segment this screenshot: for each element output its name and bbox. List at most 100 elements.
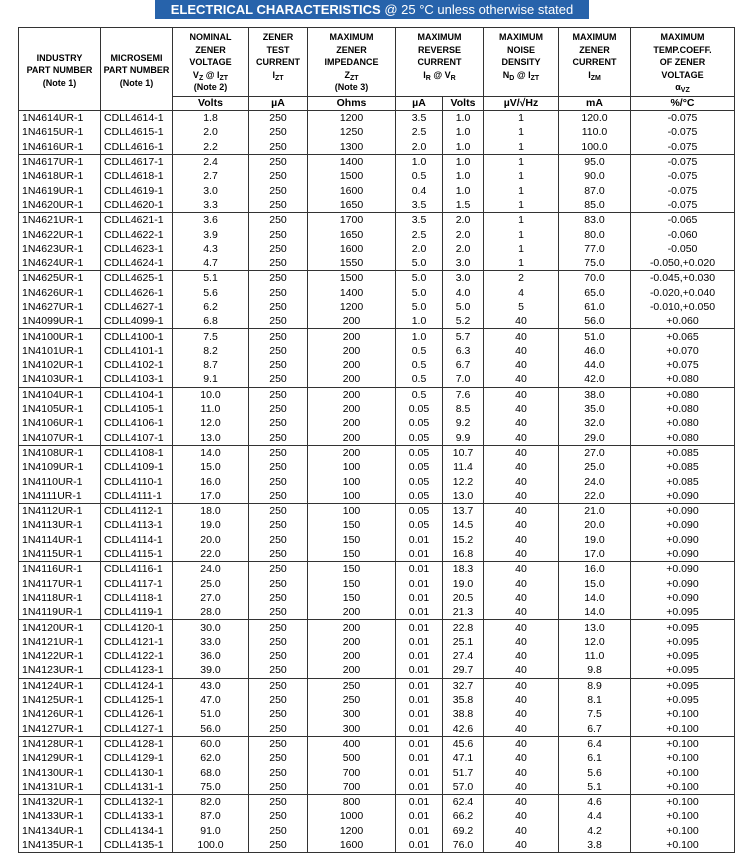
cell-value: 250 [248,358,308,373]
cell-value: 10.7 [442,444,484,461]
cell-value: 2.5 [395,125,443,140]
cell-value: 8.1 [558,692,631,708]
cell-value: 9.2 [442,416,484,431]
cell-value: 1200 [307,299,396,315]
cell-value: 5.0 [395,285,443,300]
header-subscript: R [425,74,431,82]
cell-value: 1.5 [442,197,484,213]
cell-value: 28.0 [172,605,249,620]
data-row: 1N4111UR-1 CDLL4111-1 17.0 250 100 0.05 13.0 40… [18,488,735,504]
data-row: 1N4118UR-1 CDLL4118-1 27.0 250 150 0.01 20.5 40… [18,590,735,606]
header-text: MAXIMUM [572,32,617,42]
header-line: ZENER [250,31,307,44]
header-text: VOLTAGE [189,57,232,67]
part-number: CDLL4616-1 [100,139,173,155]
cell-value: 40 [483,677,559,693]
cell-value: 150 [307,546,396,562]
cell-value: 40 [483,619,559,635]
header-text: DENSITY [501,57,541,67]
cell-value: 800 [307,793,396,810]
header-text: @ I [203,69,220,80]
cell-value: 250 [248,488,308,504]
cell-value: 2.0 [395,241,443,256]
part-number: CDLL4115-1 [100,546,173,562]
cell-value: 4 [483,285,559,300]
cell-value: 13.0 [558,619,631,635]
cell-value: 1.0 [442,183,484,198]
cell-value: +0.090 [630,532,735,547]
cell-value: 40 [483,561,559,577]
table-body: 1N4614UR-1 CDLL4614-1 1.8 250 1200 3.5 1.0 1 120… [18,110,735,853]
cell-value: 5.0 [395,299,443,315]
header-text: NOMINAL [189,32,232,42]
header-line: PART NUMBER [102,64,172,77]
part-number: CDLL4113-1 [100,518,173,533]
cell-value: 250 [248,503,308,519]
data-row: 1N4625UR-1 CDLL4625-1 5.1 250 1500 5.0 3.0 2 70.… [18,270,735,286]
cell-value: 250 [248,518,308,533]
header-text: OF ZENER [659,57,706,67]
column-header: NOMINAL ZENER VOLTAGE VZ @ IZT (Note 2) [172,27,249,97]
cell-value: 14.0 [558,590,631,606]
cell-value: 250 [248,663,308,679]
cell-value: +0.085 [630,460,735,475]
part-number: 1N4614UR-1 [18,110,101,126]
cell-value: -0.050,+0.020 [630,255,735,271]
cell-value: 1.8 [172,110,249,126]
cell-value: 5.0 [442,299,484,315]
cell-value: 1500 [307,169,396,184]
part-number: CDLL4623-1 [100,241,173,256]
cell-value: 22.0 [172,546,249,562]
cell-value: +0.065 [630,328,735,344]
cell-value: 0.01 [395,765,443,780]
data-row: 1N4622UR-1 CDLL4622-1 3.9 250 1650 2.5 2.0 1 80.… [18,227,735,242]
cell-value: 32.0 [558,416,631,431]
part-number: 1N4619UR-1 [18,183,101,198]
data-row: 1N4120UR-1 CDLL4120-1 30.0 250 200 0.01 22.8 40… [18,619,735,635]
part-number: CDLL4624-1 [100,255,173,271]
data-row: 1N4130UR-1 CDLL4130-1 68.0 250 700 0.01 51.7 40… [18,765,735,780]
cell-value: 0.01 [395,793,443,810]
cell-value: 14.0 [172,444,249,461]
cell-value: 13.7 [442,503,484,519]
cell-value: +0.095 [630,619,735,635]
data-row: 1N4112UR-1 CDLL4112-1 18.0 250 100 0.05 13.7 40… [18,503,735,519]
part-number: CDLL4127-1 [100,721,173,737]
header-text: MICROSEMI [110,52,163,63]
cell-value: 250 [248,372,308,388]
cell-value: 200 [307,430,396,446]
part-number: CDLL4102-1 [100,358,173,373]
cell-value: 1 [483,153,559,170]
cell-value: 17.0 [172,488,249,504]
cell-value: 250 [307,677,396,693]
cell-value: 0.01 [395,823,443,838]
header-text: MAXIMUM [499,32,543,42]
cell-value: 8.2 [172,343,249,359]
cell-value: 91.0 [172,823,249,838]
cell-value: 200 [307,372,396,388]
cell-value: 17.0 [558,546,631,562]
header-line: DENSITY [485,56,558,69]
cell-value: 0.05 [395,416,443,431]
cell-value: 1600 [307,837,396,853]
part-number: CDLL4116-1 [100,561,173,577]
header-text: N [502,69,510,80]
cell-value: +0.100 [630,721,735,737]
cell-value: -0.060 [630,227,735,242]
header-text: CURRENT [256,57,300,67]
cell-value: 35.8 [442,692,484,708]
cell-value: 40 [483,751,559,766]
cell-value: 250 [248,386,308,402]
column-header: MAXIMUM NOISE DENSITY ND @ IZT [483,27,559,97]
cell-value: 0.01 [395,721,443,737]
cell-value: 150 [307,561,396,577]
cell-value: 250 [248,692,308,708]
cell-value: 87.0 [172,809,249,824]
cell-value: 40 [483,634,559,649]
header-text: PART NUMBER [26,65,93,76]
cell-value: 51.7 [442,765,484,780]
part-number: CDLL4131-1 [100,779,173,795]
header-line: OF ZENER [632,56,734,69]
cell-value: 25.0 [172,576,249,591]
